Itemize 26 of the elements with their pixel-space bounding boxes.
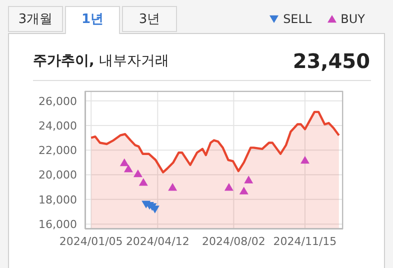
y-tick-label: 24,000 [38, 119, 77, 132]
point [244, 176, 254, 184]
point [224, 183, 234, 191]
x-tick-label: 2024/08/02 [202, 234, 266, 248]
point [138, 178, 148, 186]
text: 3년 [122, 6, 177, 32]
y-tick-label: 22,000 [38, 144, 77, 158]
point [133, 170, 142, 178]
text: 23,450 [292, 49, 370, 73]
y-tick-label: 26,000 [38, 94, 77, 108]
text: 1년 [65, 6, 120, 34]
text: 3개월 [8, 6, 63, 32]
point [168, 183, 178, 191]
x-tick-label: 2024/04/12 [126, 234, 190, 248]
y-tick-label: 18,000 [38, 193, 77, 206]
chart-title: 주가추이, 내부자거래 [33, 53, 169, 69]
x-tick-label: 2024/01/05 [59, 234, 123, 248]
legend-label: SELL [283, 12, 312, 26]
point [300, 156, 310, 164]
y-tick-label: 16,000 [38, 218, 77, 231]
legend-label: BUY [340, 12, 365, 26]
point [124, 164, 133, 172]
x-tick-label: 2024/11/15 [273, 234, 337, 248]
point [120, 158, 129, 166]
point [239, 186, 248, 194]
y-tick-label: 20,000 [38, 168, 77, 182]
